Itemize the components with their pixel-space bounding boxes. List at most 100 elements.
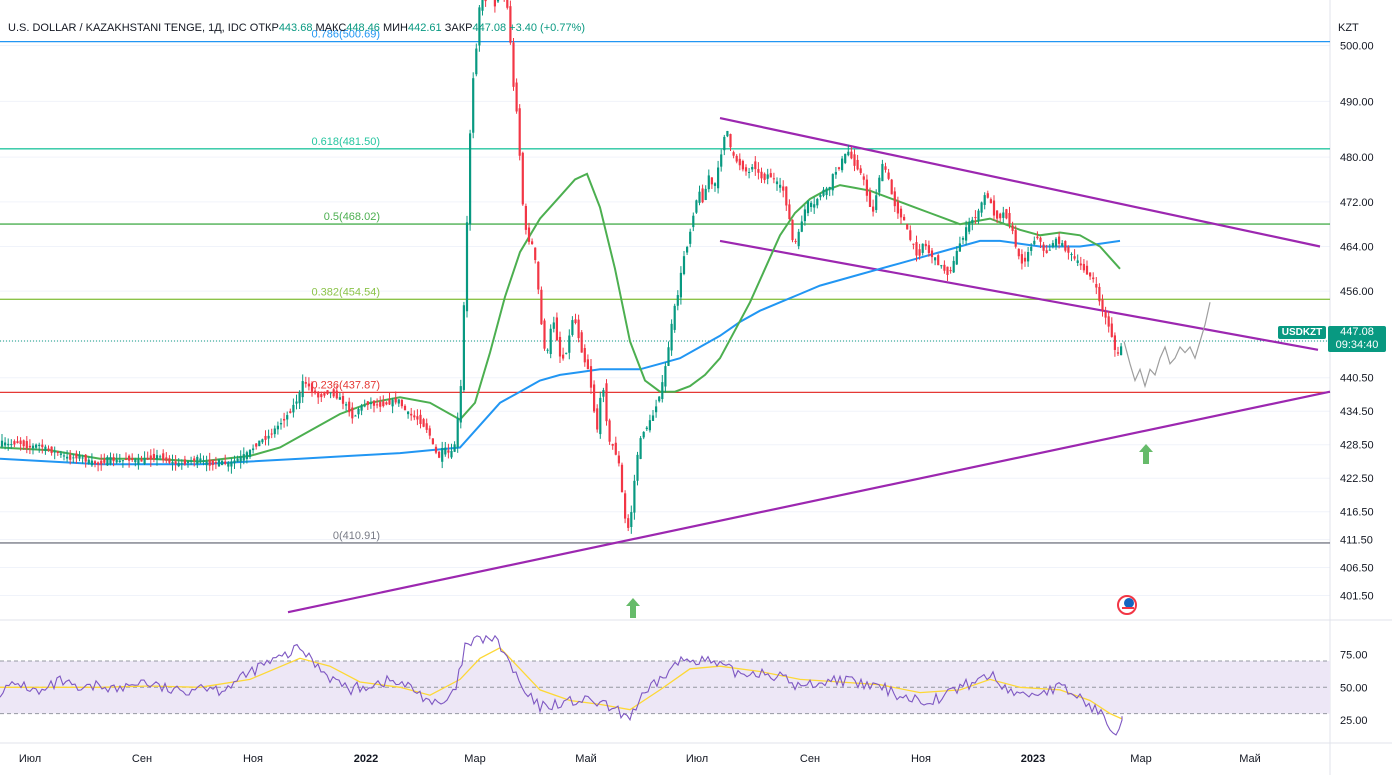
price-tick: 480.00 [1340,152,1374,164]
candle-body [887,172,890,179]
candle-body [1095,284,1098,288]
candle-body [999,213,1002,219]
candle-body [1042,244,1045,251]
candle-body [171,461,174,464]
candle-body [555,317,558,341]
candle-body [376,404,379,406]
candle-body [658,396,661,402]
candle-body [295,401,298,404]
candle-body [881,163,884,182]
candle-body [400,400,403,407]
candle-body [214,462,217,464]
candle-body [741,160,744,170]
high-value: 448.46 [346,22,380,34]
price-axis: 500.00 490.00 480.00 472.00 464.00 456.00 440.… [1340,41,1374,603]
candle-body [1085,265,1089,275]
candle-body [769,173,772,178]
price-tick: 456.00 [1340,286,1374,298]
candle-body [168,458,171,463]
candle-body [13,441,16,445]
candle-body [326,390,329,395]
candle-body [552,322,555,329]
candle-body [261,439,264,443]
candle-body [599,397,602,435]
candle-body [1033,240,1036,245]
candle-body [961,238,965,240]
candle-body [450,450,453,458]
open-value: 443.68 [278,22,313,34]
candle-body [577,319,580,339]
candle-body [896,201,899,214]
candle-body [208,459,211,466]
price-tick: 472.00 [1340,197,1374,209]
candle-body [72,457,75,459]
candle-body [279,423,283,425]
candle-body [273,428,276,435]
candle-body [422,419,425,427]
candle-body [289,411,292,413]
candle-body [1027,251,1030,262]
candle-body [723,136,726,151]
candle-body [695,200,698,213]
candle-body [701,188,704,203]
trendline [719,239,1319,351]
low-value: 442.61 [408,22,442,34]
time-axis: Июл Сен Ноя 2022 Мар Май Июл Сен Ноя 2023 Мар Май [19,753,1261,765]
candle-body [717,167,720,189]
candle-body [679,272,682,298]
candle-body [459,386,462,423]
rsi-pane: 75.00 50.00 25.00 [0,634,1368,736]
candle-body [630,512,633,527]
candle-body [428,428,431,436]
candle-body [819,194,822,198]
candle-body [772,178,775,180]
candle-body [713,183,717,186]
candle-body [431,438,434,445]
candle-body [199,458,202,462]
candlesticks [0,0,1123,534]
candle-body [884,166,887,170]
up-arrow-icon [1139,444,1153,464]
projection-line [1123,302,1211,389]
candle-body [782,186,785,191]
candle-body [109,457,112,464]
last-price-tag: 447.08 09:34:40 [1328,326,1386,352]
candle-body [382,401,385,407]
candle-body [720,154,723,167]
candle-body [779,184,782,188]
candle-body [320,394,323,398]
candle-body [958,243,961,252]
price-tick: 406.50 [1340,563,1374,575]
candle-body [106,457,109,466]
candle-body [971,219,974,224]
candle-body [366,401,369,405]
candle-body [1014,230,1017,247]
candle-body [143,457,146,465]
candle-body [87,459,90,464]
candle-body [354,415,357,417]
candle-body [639,438,642,459]
candle-body [546,349,549,351]
candle-body [19,440,22,444]
candle-body [977,210,980,221]
candle-body [363,405,366,407]
candle-body [230,461,233,467]
candle-body [283,418,286,421]
candle-body [865,179,868,196]
currency-unit[interactable]: KZT [1338,22,1359,34]
candle-body [608,420,611,442]
candle-body [568,335,571,353]
candle-body [0,440,4,447]
candle-body [921,243,924,253]
flag-icon[interactable] [1117,595,1137,615]
candle-body [462,305,465,390]
candle-body [927,245,930,254]
candle-body [447,450,450,453]
rsi-tick: 50.00 [1340,682,1368,694]
candle-body [738,158,741,166]
candle-body [53,451,56,453]
candle-body [540,289,543,325]
candle-body [1089,272,1092,277]
candle-body [955,250,958,265]
